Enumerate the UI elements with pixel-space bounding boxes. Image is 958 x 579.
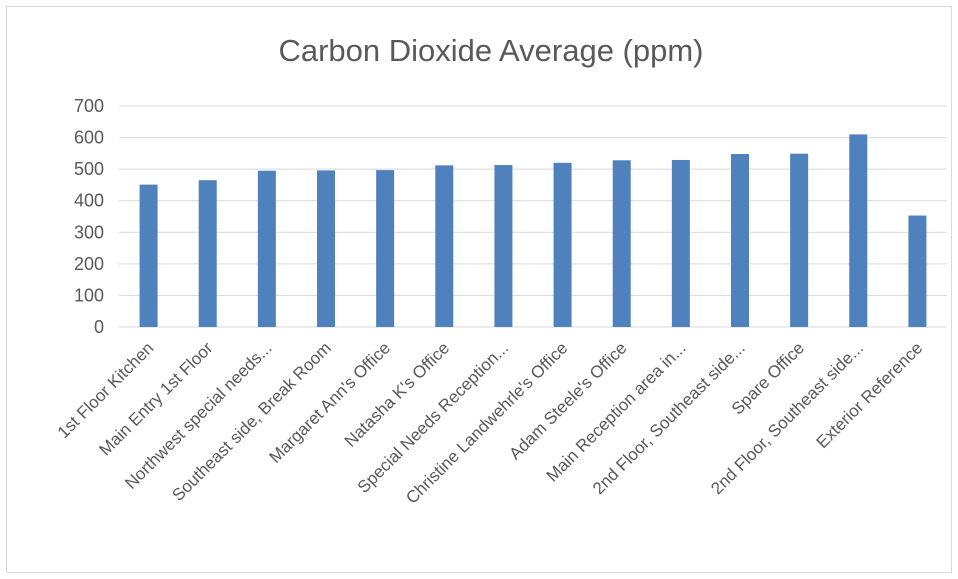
bar bbox=[908, 215, 927, 327]
x-category-label: Main Entry 1st Floor bbox=[96, 338, 217, 459]
bar bbox=[671, 159, 690, 327]
x-category-label: Natasha K's Office bbox=[341, 338, 453, 450]
bar bbox=[139, 184, 158, 327]
y-tick-label: 300 bbox=[74, 222, 104, 242]
y-tick-label: 700 bbox=[74, 96, 104, 116]
x-category-label: Exterior Reference bbox=[813, 338, 927, 452]
x-category-label: Adam Steele's Office bbox=[505, 338, 630, 463]
bars bbox=[139, 134, 927, 327]
gridlines bbox=[119, 105, 947, 328]
chart-title: Carbon Dioxide Average (ppm) bbox=[278, 33, 703, 68]
bar bbox=[612, 160, 631, 327]
y-tick-label: 600 bbox=[74, 128, 104, 148]
y-tick-label: 200 bbox=[74, 254, 104, 274]
bar bbox=[257, 170, 276, 327]
bar bbox=[376, 170, 395, 327]
bar bbox=[317, 170, 335, 327]
bar bbox=[435, 165, 454, 327]
y-tick-label: 400 bbox=[74, 191, 104, 211]
bar bbox=[731, 153, 749, 327]
y-tick-label: 500 bbox=[74, 159, 104, 179]
bar bbox=[790, 153, 809, 327]
bar bbox=[553, 162, 572, 327]
bar bbox=[494, 165, 513, 327]
y-tick-label: 100 bbox=[74, 285, 104, 305]
y-axis-ticks: 0 100 200 300 400 500 600 700 bbox=[74, 96, 104, 337]
y-tick-label: 0 bbox=[94, 317, 104, 337]
bar bbox=[849, 134, 868, 327]
bar bbox=[198, 180, 217, 327]
